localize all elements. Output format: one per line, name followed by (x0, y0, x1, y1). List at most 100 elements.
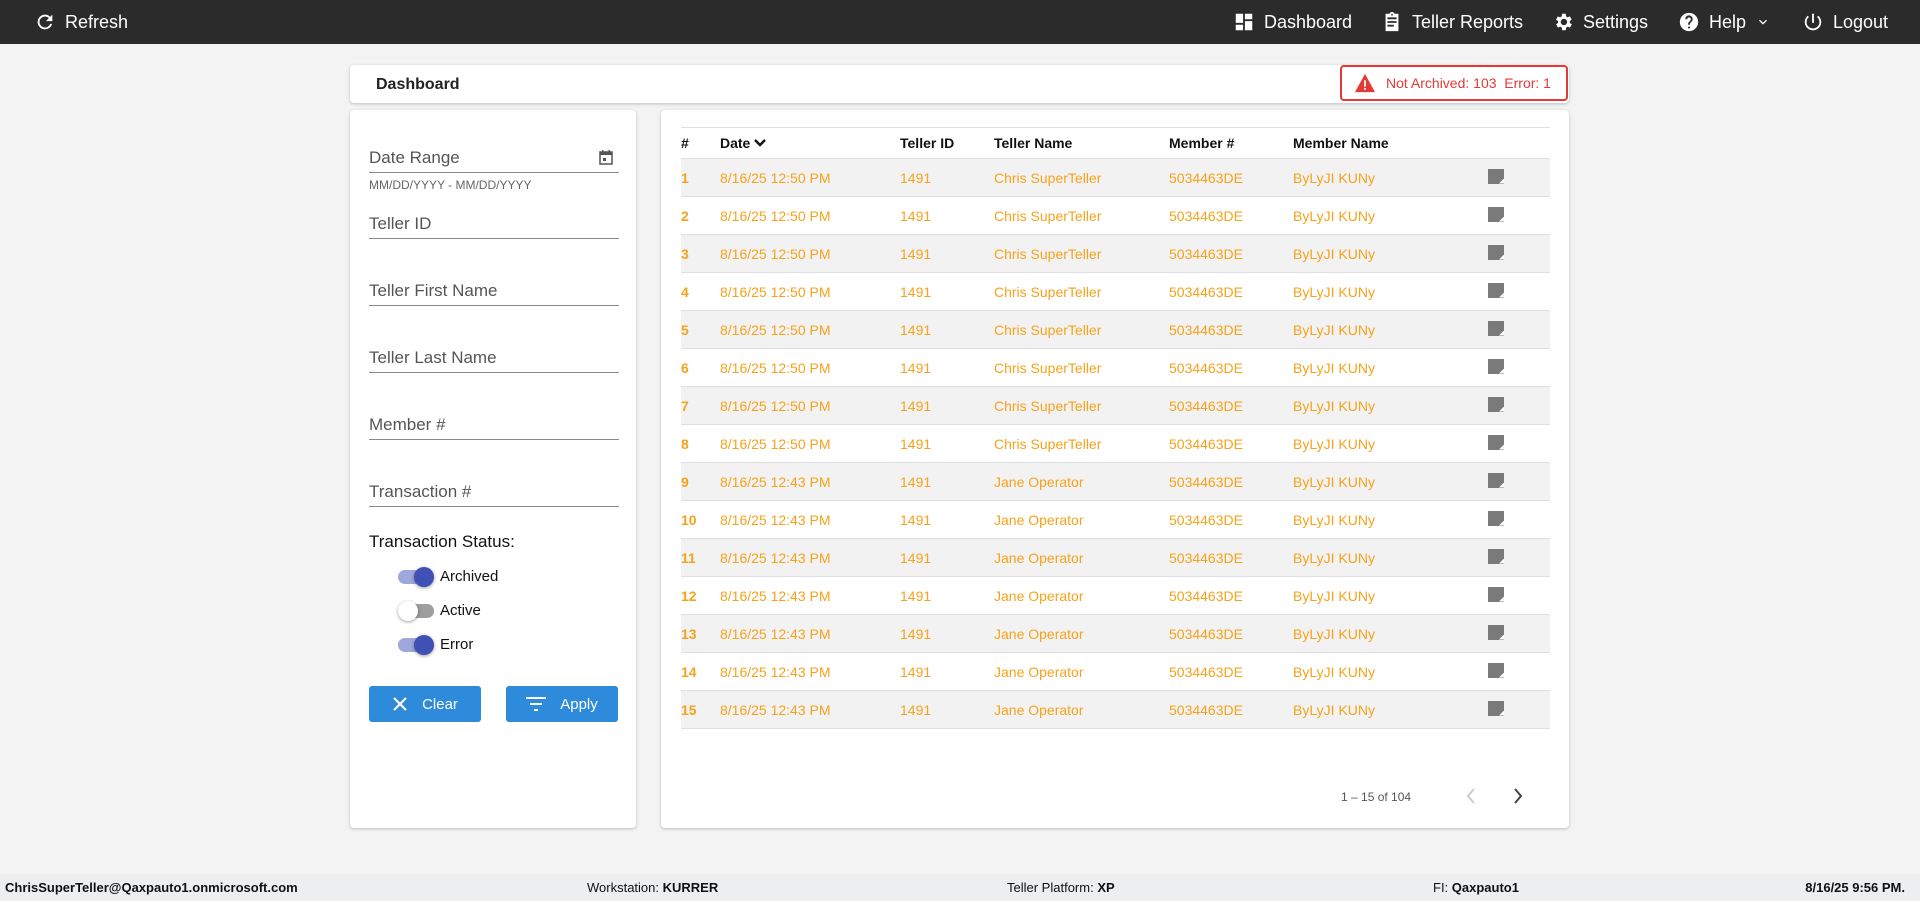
row-member-number: 5034463DE (1169, 158, 1293, 197)
row-number: 11 (681, 538, 720, 577)
help-icon (1679, 12, 1699, 32)
row-teller-id: 1491 (900, 348, 994, 387)
refresh-button[interactable]: Refresh (34, 0, 128, 44)
row-date: 8/16/25 12:50 PM (720, 348, 900, 387)
row-teller-name: Jane Operator (994, 462, 1169, 501)
note-icon[interactable] (1488, 472, 1504, 488)
col-date[interactable]: Date (720, 127, 900, 159)
table-row[interactable]: 3 8/16/25 12:50 PM 1491 Chris SuperTeller 50… (681, 234, 1550, 273)
col-teller-name: Teller Name (994, 127, 1169, 159)
toggle-label: Error (440, 636, 474, 653)
logout-button[interactable]: Logout (1802, 0, 1888, 44)
row-date: 8/16/25 12:43 PM (720, 538, 900, 577)
table-row[interactable]: 6 8/16/25 12:50 PM 1491 Chris SuperTeller 50… (681, 348, 1550, 387)
footer-workstation: Workstation: KURRER (587, 880, 719, 895)
nav-teller-reports-label: Teller Reports (1412, 11, 1524, 32)
note-icon[interactable] (1488, 548, 1504, 564)
col-teller-id: Teller ID (900, 127, 994, 159)
note-icon[interactable] (1488, 282, 1504, 298)
row-member-number: 5034463DE (1169, 272, 1293, 311)
teller-id-input[interactable]: Teller ID (369, 214, 619, 239)
member-number-input[interactable]: Member # (369, 415, 619, 440)
clear-button[interactable]: Clear (369, 686, 481, 722)
apply-button[interactable]: Apply (506, 686, 618, 722)
row-date: 8/16/25 12:43 PM (720, 614, 900, 653)
table-row[interactable]: 15 8/16/25 12:43 PM 1491 Jane Operator 50344… (681, 690, 1550, 729)
table-row[interactable]: 2 8/16/25 12:50 PM 1491 Chris SuperTeller 50… (681, 196, 1550, 235)
row-notes (1488, 196, 1550, 235)
row-member-number: 5034463DE (1169, 500, 1293, 539)
date-range-input[interactable]: Date Range (369, 148, 619, 173)
row-date: 8/16/25 12:43 PM (720, 462, 900, 501)
transaction-number-input[interactable]: Transaction # (369, 482, 619, 507)
row-teller-id: 1491 (900, 310, 994, 349)
footer-platform: Teller Platform: XP (1007, 880, 1115, 895)
toggle-label: Archived (440, 568, 499, 585)
teller-last-name-input[interactable]: Teller Last Name (369, 348, 619, 373)
row-member-number: 5034463DE (1169, 196, 1293, 235)
row-teller-id: 1491 (900, 690, 994, 729)
row-member-name: ByLyJI KUNy (1293, 234, 1488, 273)
row-number: 4 (681, 272, 720, 311)
filter-icon (526, 697, 547, 711)
row-number: 9 (681, 462, 720, 501)
row-teller-id: 1491 (900, 462, 994, 501)
table-row[interactable]: 4 8/16/25 12:50 PM 1491 Chris SuperTeller 50… (681, 272, 1550, 311)
row-teller-id: 1491 (900, 196, 994, 235)
note-icon[interactable] (1488, 206, 1504, 222)
nav-settings[interactable]: Settings (1552, 0, 1648, 44)
archive-status-alert[interactable]: Not Archived: 103 Error: 1 (1340, 65, 1568, 101)
note-icon[interactable] (1488, 434, 1504, 450)
footer-datetime: 8/16/25 9:56 PM. (1805, 880, 1905, 895)
note-icon[interactable] (1488, 168, 1504, 184)
table-row[interactable]: 8 8/16/25 12:50 PM 1491 Chris SuperTeller 50… (681, 424, 1550, 463)
row-member-number: 5034463DE (1169, 690, 1293, 729)
row-teller-name: Chris SuperTeller (994, 196, 1169, 235)
nav-help[interactable]: Help (1678, 0, 1771, 44)
table-row[interactable]: 14 8/16/25 12:43 PM 1491 Jane Operator 50344… (681, 652, 1550, 691)
prev-page-icon[interactable] (1465, 787, 1477, 805)
note-icon[interactable] (1488, 700, 1504, 716)
row-date: 8/16/25 12:50 PM (720, 234, 900, 273)
note-icon[interactable] (1488, 510, 1504, 526)
note-icon[interactable] (1488, 358, 1504, 374)
note-icon[interactable] (1488, 624, 1504, 640)
note-icon[interactable] (1488, 244, 1504, 260)
top-nav-bar: Refresh Dashboard Teller Reports Setting… (0, 0, 1920, 44)
toggle-active[interactable]: Active (398, 600, 481, 621)
refresh-label: Refresh (65, 11, 129, 32)
teller-first-name-input[interactable]: Teller First Name (369, 281, 619, 306)
row-member-name: ByLyJI KUNy (1293, 652, 1488, 691)
table-row[interactable]: 10 8/16/25 12:43 PM 1491 Jane Operator 50344… (681, 500, 1550, 539)
row-teller-name: Jane Operator (994, 500, 1169, 539)
table-row[interactable]: 13 8/16/25 12:43 PM 1491 Jane Operator 50344… (681, 614, 1550, 653)
row-number: 15 (681, 690, 720, 729)
note-icon[interactable] (1488, 320, 1504, 336)
toggle-error[interactable]: Error (398, 634, 474, 655)
toggle-label: Active (440, 602, 481, 619)
note-icon[interactable] (1488, 586, 1504, 602)
teller-id-label: Teller ID (369, 214, 432, 233)
table-row[interactable]: 9 8/16/25 12:43 PM 1491 Jane Operator 503446… (681, 462, 1550, 501)
row-number: 7 (681, 386, 720, 425)
page-title: Dashboard (376, 76, 460, 93)
table-row[interactable]: 11 8/16/25 12:43 PM 1491 Jane Operator 50344… (681, 538, 1550, 577)
nav-dashboard[interactable]: Dashboard (1233, 0, 1352, 44)
next-page-icon[interactable] (1512, 787, 1524, 805)
table-row[interactable]: 12 8/16/25 12:43 PM 1491 Jane Operator 50344… (681, 576, 1550, 615)
table-row[interactable]: 5 8/16/25 12:50 PM 1491 Chris SuperTeller 50… (681, 310, 1550, 349)
table-row[interactable]: 7 8/16/25 12:50 PM 1491 Chris SuperTeller 50… (681, 386, 1550, 425)
nav-teller-reports[interactable]: Teller Reports (1381, 0, 1523, 44)
note-icon[interactable] (1488, 662, 1504, 678)
toggle-archived[interactable]: Archived (398, 566, 499, 587)
row-notes (1488, 576, 1550, 615)
calendar-icon[interactable] (599, 150, 613, 165)
nav-help-label: Help (1709, 11, 1747, 32)
date-range-hint: MM/DD/YYYY - MM/DD/YYYY (369, 178, 532, 192)
table-row[interactable]: 1 8/16/25 12:50 PM 1491 Chris SuperTeller 50… (681, 158, 1550, 197)
row-teller-id: 1491 (900, 500, 994, 539)
col-date-label: Date (720, 135, 751, 151)
row-member-number: 5034463DE (1169, 576, 1293, 615)
note-icon[interactable] (1488, 396, 1504, 412)
row-teller-name: Chris SuperTeller (994, 234, 1169, 273)
